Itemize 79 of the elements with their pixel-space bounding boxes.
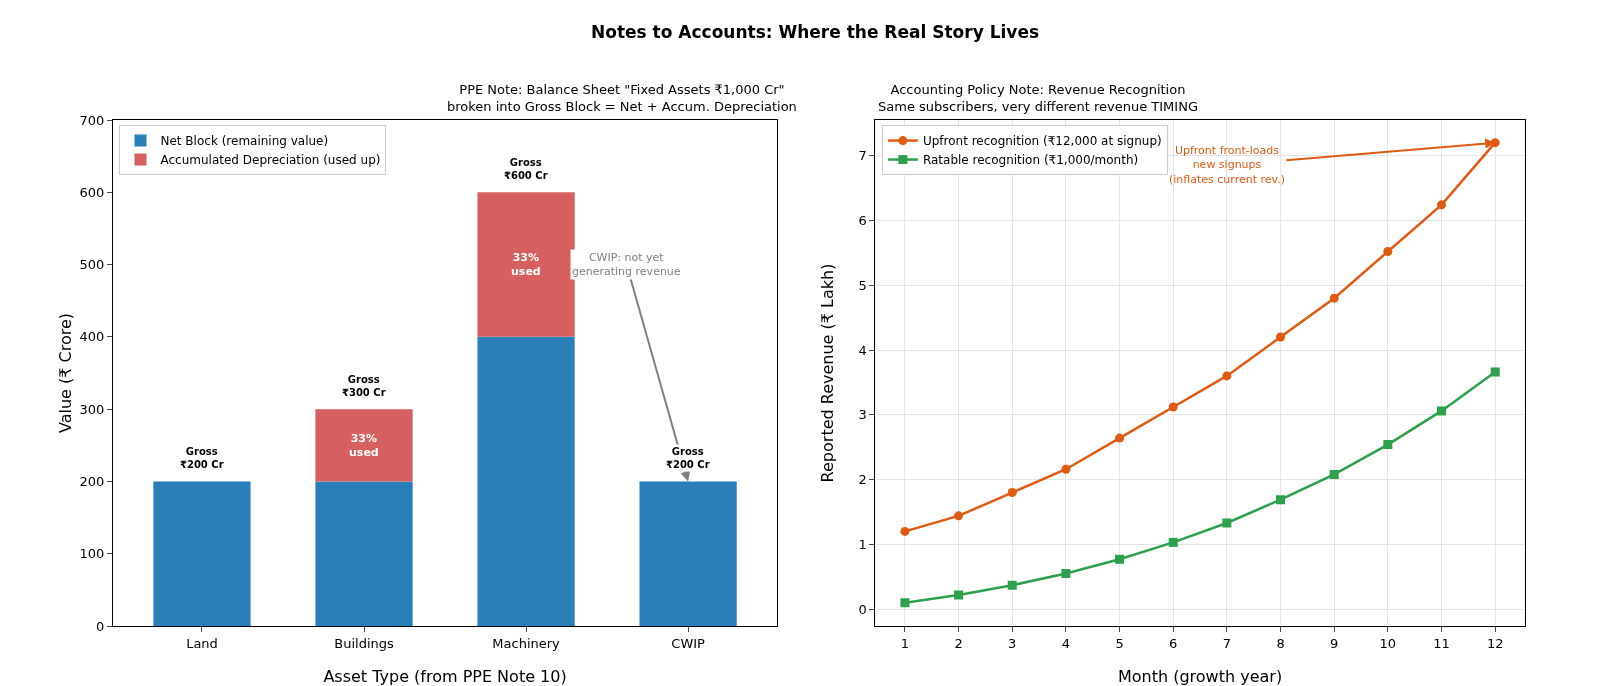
y-axis-title: Reported Revenue (₹ Lakh): [818, 263, 838, 483]
annotation: CWIP: not yet generating revenue: [572, 251, 681, 279]
y-tick-label: 600: [79, 184, 105, 200]
chart-title: Accounting Policy Note: Revenue Recognition Same subscribers, very different revenue TIMING: [878, 82, 1198, 114]
point: [1383, 247, 1393, 257]
x-tick-label: 4: [1061, 635, 1071, 651]
bar: [315, 481, 413, 626]
y-tick-label: 4: [858, 342, 867, 358]
point: [1222, 371, 1232, 381]
point: [900, 598, 910, 608]
x-axis-title: Asset Type (from PPE Note 10): [323, 667, 567, 686]
point: [1061, 569, 1071, 579]
point: [1329, 469, 1339, 479]
annotation: 33% used: [511, 251, 541, 279]
y-tick-label: 100: [79, 546, 105, 562]
x-tick-label: 2: [954, 635, 963, 651]
x-tick-label: Machinery: [492, 635, 561, 651]
bar: [315, 409, 413, 482]
y-tick-label: 700: [79, 112, 105, 128]
x-tick-label: 11: [1433, 635, 1450, 651]
x-tick-label: 7: [1222, 635, 1232, 651]
y-tick-label: 3: [858, 407, 867, 423]
total-label: Gross ₹300 Cr: [342, 374, 386, 398]
y-tick-label: 1: [858, 536, 867, 552]
x-tick-label: 5: [1115, 635, 1124, 651]
y-tick-label: 5: [858, 277, 867, 293]
legend-label: Accumulated Depreciation (used up): [160, 153, 381, 168]
chart-title: PPE Note: Balance Sheet "Fixed Assets ₹1,000 Cr" broken into Gross Block = Net + Accum. Depreciation: [447, 82, 797, 114]
point: [1168, 402, 1178, 412]
point: [1329, 293, 1339, 303]
bar: [153, 481, 251, 626]
x-tick-label: Buildings: [334, 635, 395, 651]
y-tick-label: 200: [79, 473, 105, 489]
point: [1115, 433, 1125, 443]
legend-label: Net Block (remaining value): [160, 134, 329, 149]
total-label: Gross ₹200 Cr: [180, 446, 224, 470]
point: [1437, 406, 1447, 416]
y-tick-label: 0: [95, 618, 105, 634]
y-tick-label: 7: [858, 148, 867, 164]
legend-label: Ratable recognition (₹1,000/month): [922, 153, 1139, 168]
point: [1007, 580, 1017, 590]
x-tick-label: 10: [1379, 635, 1397, 651]
x-tick-label: 8: [1276, 635, 1285, 651]
y-tick-label: 400: [79, 329, 105, 345]
bar: [477, 336, 575, 626]
x-tick-label: Land: [186, 635, 218, 651]
x-tick-label: 3: [1008, 635, 1017, 651]
x-tick-label: 6: [1169, 635, 1178, 651]
point: [1061, 464, 1071, 474]
x-tick-label: 1: [900, 635, 910, 651]
point: [954, 511, 964, 521]
point: [1276, 332, 1286, 342]
point: [954, 590, 964, 600]
y-tick-label: 300: [79, 401, 105, 417]
legend-label: Upfront recognition (₹12,000 at signup): [922, 134, 1162, 149]
point: [1437, 200, 1447, 210]
bar: [639, 481, 737, 626]
x-tick-label: 9: [1330, 635, 1339, 651]
point: [1383, 440, 1393, 450]
point: [1276, 495, 1286, 505]
annotation: 33% used: [349, 432, 379, 460]
y-tick-label: 6: [858, 212, 867, 228]
x-axis-title: Month (growth year): [1117, 667, 1283, 686]
text: Notes to Accounts: Where the Real Story Lives: [591, 22, 1040, 42]
y-tick-label: 0: [858, 601, 867, 617]
point: [1007, 488, 1017, 498]
y-tick-label: 500: [79, 257, 105, 273]
total-label: Gross ₹200 Cr: [666, 446, 710, 470]
total-label: Gross ₹600 Cr: [504, 157, 548, 181]
x-tick-label: CWIP: [671, 635, 706, 651]
point: [900, 526, 910, 536]
point: [1490, 367, 1500, 377]
point: [1168, 537, 1178, 547]
x-tick-label: 12: [1486, 635, 1504, 651]
point: [1115, 554, 1125, 564]
y-axis-title: Value (₹ Crore): [55, 312, 75, 434]
y-tick-label: 2: [858, 472, 867, 488]
annotation: Upfront front-loads new signups (inflates current rev.): [1169, 144, 1285, 186]
point: [1222, 518, 1232, 528]
